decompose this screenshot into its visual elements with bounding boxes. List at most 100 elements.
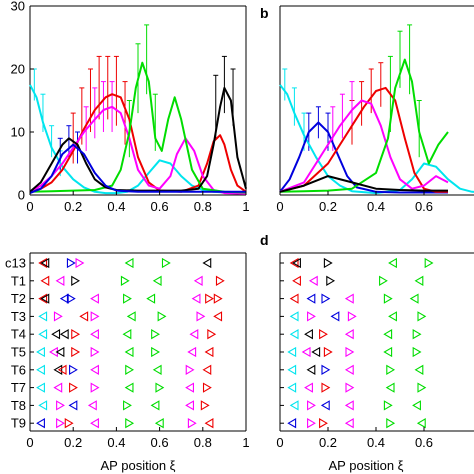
marker-green: [386, 418, 396, 429]
x-tick-label: 0.6: [415, 435, 433, 450]
x-tick-label: 0: [26, 435, 33, 450]
x-tick-label: 0.4: [367, 435, 385, 450]
marker-red: [205, 293, 214, 304]
marker-black: [306, 364, 316, 375]
x-tick-label: 0: [276, 199, 283, 214]
marker-magenta: [187, 346, 197, 358]
row-label: T7: [11, 380, 26, 395]
marker-magenta: [344, 400, 354, 411]
marker-black: [59, 329, 69, 340]
marker-green: [417, 311, 427, 322]
series-line-black: [29, 86, 247, 193]
marker-blue: [69, 364, 78, 375]
y-tick-label: 10: [11, 125, 25, 140]
marker-green: [124, 257, 134, 269]
panel-c-marker-chart: c13 T1 T2 T3 T4 T5 T6 T7 T8 T90 0.2 0.4 0.6 0.8 1 AP po…: [5, 252, 250, 473]
marker-magenta: [90, 329, 99, 340]
marker-blue: [59, 293, 69, 304]
marker-green: [151, 346, 160, 358]
marker-red: [38, 257, 48, 269]
series-line-black: [279, 175, 448, 193]
marker-black: [202, 257, 212, 269]
marker-magenta: [191, 293, 201, 304]
row-label: T5: [11, 345, 26, 360]
series-line-magenta: [29, 105, 247, 195]
series-line-green: [29, 61, 247, 194]
marker-magenta: [75, 257, 85, 269]
marker-cyan: [289, 400, 299, 411]
marker-magenta: [344, 329, 354, 340]
marker-magenta: [187, 418, 197, 429]
marker-red: [200, 400, 210, 411]
x-tick-label: 0.6: [151, 435, 169, 450]
marker-green: [124, 346, 134, 358]
marker-red: [57, 364, 67, 375]
marker-red: [69, 382, 78, 393]
marker-blue: [306, 293, 316, 304]
marker-magenta: [345, 346, 355, 358]
marker-black: [323, 257, 333, 269]
marker-cyan: [289, 311, 299, 322]
marker-green: [388, 311, 397, 322]
marker-green: [412, 346, 422, 358]
marker-black: [311, 346, 321, 358]
marker-red: [213, 293, 223, 304]
marker-blue: [330, 311, 340, 322]
marker-green: [386, 364, 396, 375]
marker-green: [123, 293, 132, 304]
marker-magenta: [307, 418, 316, 429]
series-line-red: [29, 93, 247, 193]
marker-green: [150, 400, 160, 411]
marker-magenta: [307, 311, 316, 322]
marker-cyan: [36, 346, 45, 358]
marker-red: [289, 293, 299, 304]
x-tick-label: 0.2: [319, 199, 337, 214]
x-tick-label: 0.4: [107, 435, 125, 450]
marker-blue: [66, 257, 76, 269]
marker-magenta: [193, 275, 203, 286]
marker-green: [388, 257, 397, 269]
marker-blue: [68, 400, 78, 411]
marker-blue: [287, 418, 297, 429]
y-tick-label: 20: [11, 62, 25, 77]
marker-green: [161, 257, 171, 269]
marker-magenta: [56, 418, 65, 429]
marker-green: [125, 364, 135, 375]
marker-green: [383, 293, 393, 304]
marker-red: [319, 418, 328, 429]
row-label: T4: [11, 327, 26, 342]
panel-d-marker-chart: 0 0.2 0.4 0.6 AP position ξ d: [260, 232, 474, 473]
marker-green: [412, 400, 421, 411]
marker-magenta: [196, 311, 206, 322]
marker-green: [154, 418, 164, 429]
marker-magenta: [90, 418, 99, 429]
marker-black: [55, 346, 65, 358]
marker-red: [71, 329, 81, 340]
marker-blue: [36, 418, 45, 429]
marker-cyan: [287, 382, 297, 393]
marker-green: [424, 257, 434, 269]
marker-green: [125, 418, 135, 429]
marker-black: [292, 257, 301, 269]
marker-cyan: [36, 382, 45, 393]
panel-label-d: d: [260, 232, 269, 248]
marker-red: [215, 275, 225, 286]
x-tick-label: 0: [276, 435, 283, 450]
marker-green: [157, 311, 167, 322]
marker-green: [383, 329, 393, 340]
marker-green: [414, 275, 424, 286]
marker-magenta: [53, 311, 63, 322]
marker-blue: [66, 293, 76, 304]
marker-green: [146, 293, 156, 304]
marker-black: [53, 364, 63, 375]
x-axis-label: AP position ξ: [329, 458, 404, 473]
marker-green: [151, 329, 160, 340]
marker-red: [319, 329, 328, 340]
marker-green: [385, 382, 395, 393]
series-line-blue: [279, 121, 448, 194]
marker-red: [292, 275, 301, 286]
marker-green: [155, 382, 165, 393]
y-tick-label: 30: [11, 0, 25, 14]
